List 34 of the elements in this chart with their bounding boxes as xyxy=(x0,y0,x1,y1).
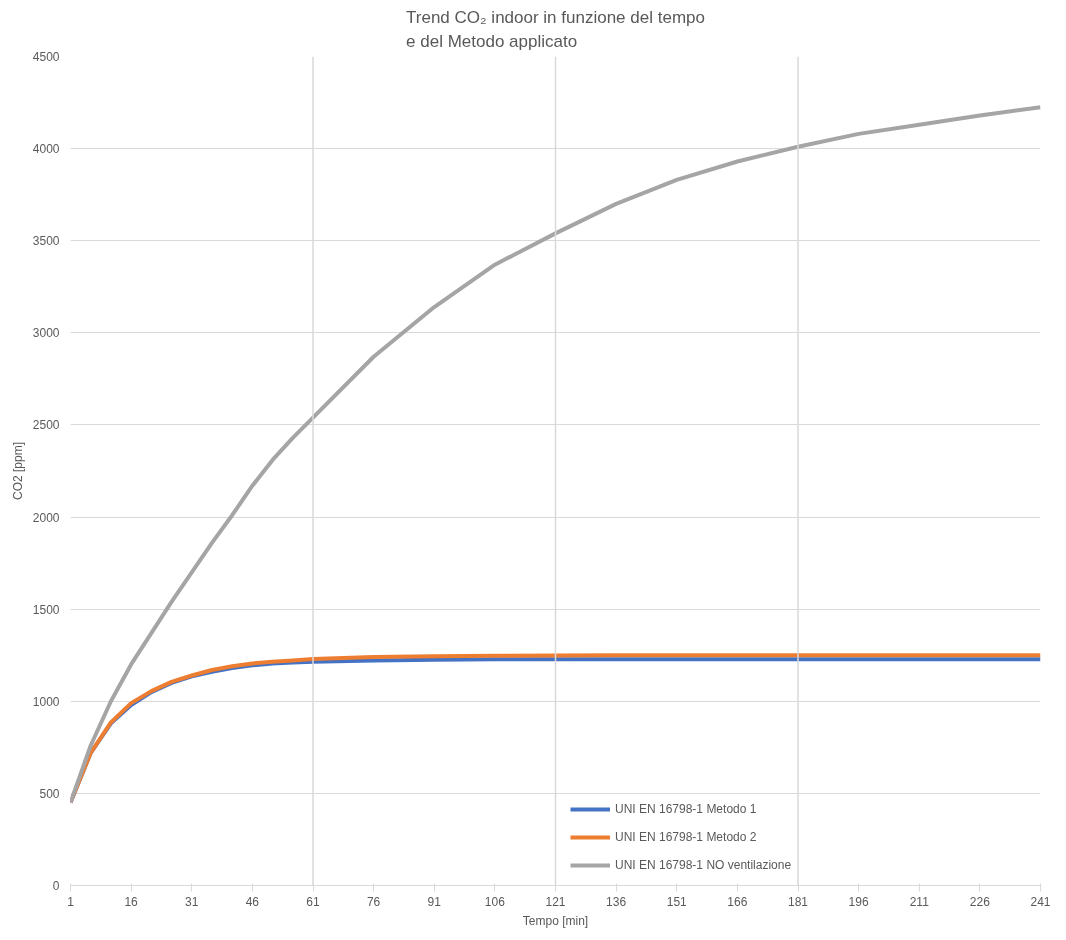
x-tick-label: 151 xyxy=(666,894,688,909)
x-tick-label: 241 xyxy=(1030,894,1051,909)
x-tick-label: 76 xyxy=(366,894,381,909)
y-tick-label: 2500 xyxy=(32,418,60,433)
x-tick-label: 166 xyxy=(727,894,748,909)
x-tick-label: 31 xyxy=(185,894,199,909)
legend-label: UNI EN 16798-1 Metodo 2 xyxy=(615,830,757,844)
x-tick-label: 16 xyxy=(124,894,139,909)
y-tick-label: 0 xyxy=(52,879,60,893)
x-tick-label: 181 xyxy=(787,894,809,909)
x-tick-label: 136 xyxy=(606,894,627,909)
legend-label: UNI EN 16798-1 NO ventilazione xyxy=(615,858,792,872)
x-tick-label: 1 xyxy=(67,894,75,909)
legend-label: UNI EN 16798-1 Metodo 1 xyxy=(615,802,757,816)
y-tick-label: 3000 xyxy=(32,326,60,341)
y-tick-label: 1500 xyxy=(32,602,60,617)
y-tick-label: 4000 xyxy=(32,142,60,157)
y-axis-title: CO2 [ppm] xyxy=(10,441,25,501)
y-tick-label: 3500 xyxy=(32,234,60,249)
x-axis-title: Tempo [min] xyxy=(522,913,589,928)
x-tick-label: 106 xyxy=(484,894,506,909)
x-tick-label: 121 xyxy=(545,894,566,909)
y-tick-label: 500 xyxy=(39,786,60,801)
y-tick-label: 2000 xyxy=(32,510,60,525)
chart-title: Trend CO₂ indoor in funzione del tempo e del Metodo applicato xyxy=(406,7,705,52)
x-tick-label: 61 xyxy=(306,894,320,909)
line-series xyxy=(70,105,1041,805)
x-tick-label: 46 xyxy=(245,894,260,909)
x-tick-label: 91 xyxy=(427,894,442,909)
y-tick-label: 4500 xyxy=(32,50,60,64)
x-tick-label: 226 xyxy=(969,894,991,909)
x-tick-label: 211 xyxy=(909,894,930,909)
x-tick-label: 196 xyxy=(848,894,869,909)
y-tick-label: 1000 xyxy=(32,694,60,709)
